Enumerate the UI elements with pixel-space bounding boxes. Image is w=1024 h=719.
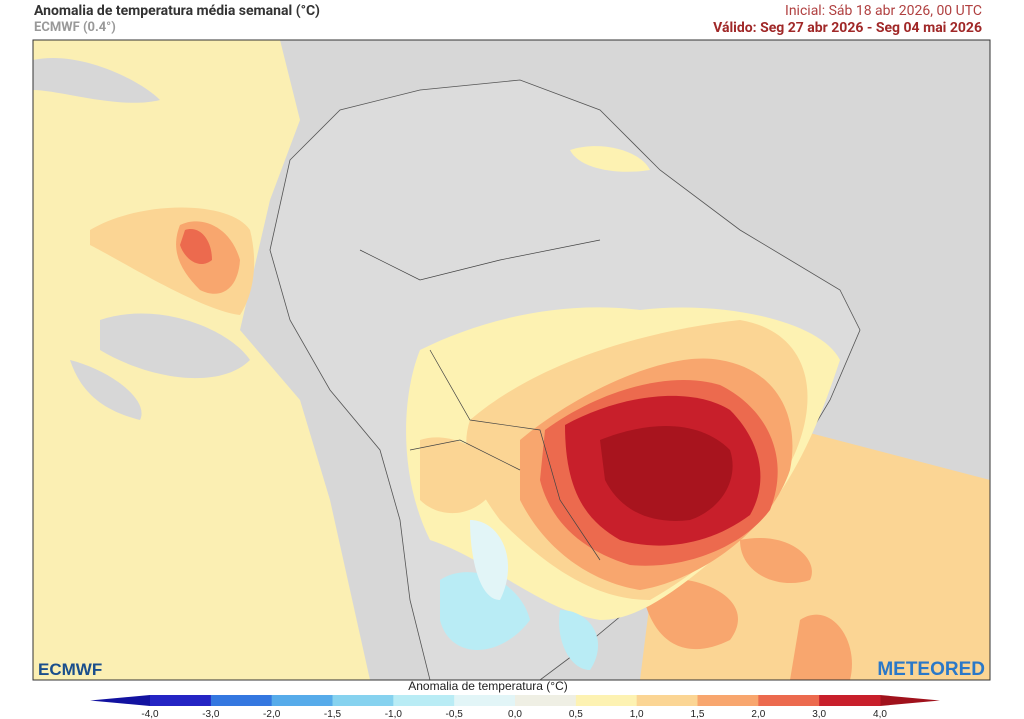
colorbar-segment	[636, 695, 698, 706]
colorbar-tick: 0,5	[569, 709, 583, 719]
colorbar-tick: -0,5	[446, 709, 464, 719]
map	[33, 40, 990, 680]
colorbar-tick: 1,5	[691, 709, 705, 719]
ecmwf-logo: ECMWF	[38, 660, 102, 679]
colorbar-tick: 0,0	[508, 709, 522, 719]
colorbar-segment	[758, 695, 820, 706]
colorbar-high	[880, 695, 940, 706]
colorbar-segment	[150, 695, 212, 706]
colorbar-segment	[454, 695, 516, 706]
colorbar-tick: 4,0	[873, 709, 887, 719]
colorbar-tick: -1,5	[324, 709, 342, 719]
colorbar-tick: -4,0	[141, 709, 159, 719]
colorbar-low	[90, 695, 150, 706]
colorbar-segment	[332, 695, 394, 706]
valid-time: Válido: Seg 27 abr 2026 - Seg 04 mai 202…	[713, 20, 982, 36]
colorbar-segment	[393, 695, 455, 706]
colorbar-segment	[271, 695, 333, 706]
colorbar-segment	[210, 695, 273, 706]
colorbar-tick: -1,0	[385, 709, 403, 719]
colorbar-label: Anomalia de temperatura (°C)	[408, 679, 568, 693]
colorbar-segment	[575, 695, 638, 706]
colorbar-tick: 2,0	[751, 709, 765, 719]
colorbar-tick: -3,0	[202, 709, 220, 719]
title: Anomalia de temperatura média semanal (°…	[34, 3, 320, 19]
colorbar-tick: -2,0	[263, 709, 281, 719]
colorbar-segment	[819, 695, 881, 706]
colorbar: -4,0 -3,0 -2,0 -1,5 -1,0 -0,5 0,0 0,5 1,0 1,5 2,0 3…	[90, 695, 940, 719]
colorbar-tick: 1,0	[630, 709, 644, 719]
colorbar-segment	[697, 695, 759, 706]
initial-time: Inicial: Sáb 18 abr 2026, 00 UTC	[785, 3, 982, 19]
colorbar-tick: 3,0	[812, 709, 826, 719]
colorbar-segment	[515, 695, 577, 706]
model: ECMWF (0.4°)	[34, 20, 116, 35]
meteored-logo: METEORED	[877, 659, 985, 680]
